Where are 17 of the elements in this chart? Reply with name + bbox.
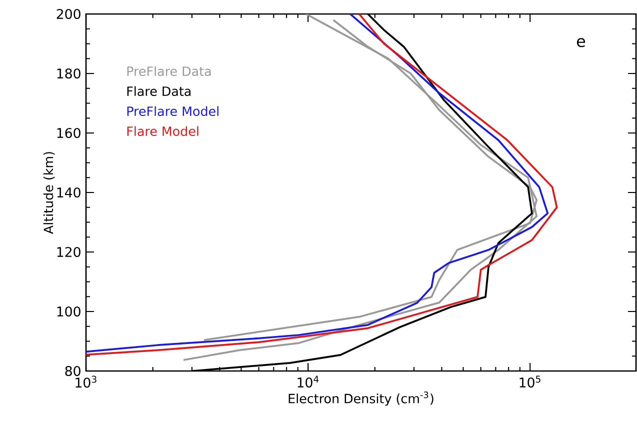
- text: PreFlare Model: [127, 106, 218, 116]
- y-tick-label: 180: [57, 68, 80, 79]
- y-tick-label: 140: [57, 187, 80, 198]
- text: Flare Data: [127, 86, 191, 96]
- x-axis-title: Electron Density (cm$^{-3}$): [288, 391, 434, 406]
- y-tick-label: 200: [56, 8, 80, 20]
- annotation: e: [576, 38, 586, 48]
- x-tick-label: 10$^{4}$: [298, 376, 319, 388]
- y-tick-label: 100: [57, 306, 80, 317]
- y-tick-label: 80: [65, 366, 80, 376]
- y-axis-title: Altitude (km): [43, 152, 55, 234]
- x-tick-label: 10$^{3}$: [76, 376, 96, 388]
- y-tick-label: 120: [57, 246, 80, 258]
- y-tick-label: 160: [57, 128, 80, 138]
- text: Flare Model: [127, 126, 198, 136]
- x-tick-label: 10$^{5}$: [520, 376, 540, 388]
- text: PreFlare Data: [127, 66, 211, 76]
